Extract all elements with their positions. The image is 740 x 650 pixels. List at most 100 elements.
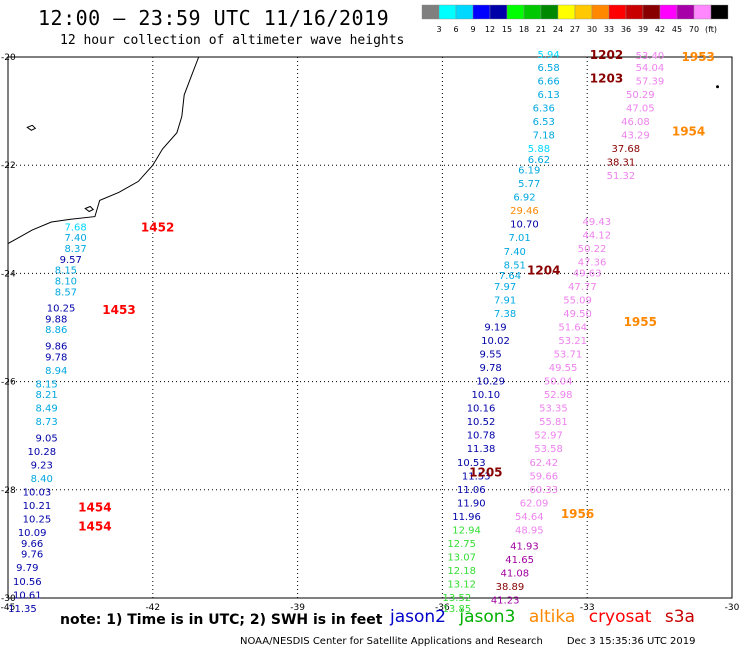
wave-height-value: 13.52 [443,593,472,604]
wave-height-value: 12.94 [452,525,481,536]
legend-cryosat: cryosat [588,607,652,627]
wave-height-value: 9.78 [45,352,67,363]
wave-height-value: 7.40 [64,233,86,244]
pass-time-label: 1955 [624,315,657,329]
wave-height-value: 9.86 [45,341,67,352]
wave-height-value: 55.09 [563,295,592,306]
wave-height-value: 49.43 [583,217,612,228]
wave-height-value: 46.08 [621,117,650,128]
wave-height-value: 9.88 [45,314,67,325]
legend-s3a: s3a [664,607,695,627]
wave-height-value: 49.50 [563,309,592,320]
wave-height-value: 7.68 [64,222,86,233]
pass-time-label: 1202 [590,48,623,62]
wave-height-value: 10.16 [467,404,496,415]
wave-height-value: 6.58 [537,63,559,74]
island [84,205,95,213]
scale-label: 33 [604,25,614,34]
wave-height-value: 8.51 [504,260,526,271]
wave-height-value: 10.10 [472,390,501,401]
wave-height-value: 53.71 [554,350,583,361]
wave-height-value: 48.95 [515,525,544,536]
wave-height-value: 53.21 [558,336,587,347]
wave-height-value: 10.70 [510,220,539,231]
wave-height-value: 6.53 [533,117,555,128]
wave-height-value: 9.66 [21,539,43,550]
lon-tick-label: -33 [580,603,595,613]
wave-height-value: 51.64 [558,323,587,334]
wave-height-value: 13.07 [447,552,476,563]
satellite-legend: jason2 jason3 altika cryosat s3a [390,607,703,627]
scale-label: 39 [638,25,648,34]
lat-tick-label: -20 [1,53,16,63]
lon-tick-label: -45 [1,603,16,613]
wave-height-value: 10.52 [467,417,496,428]
wave-height-value: 6.19 [518,166,540,177]
lat-tick-label: -28 [1,486,16,496]
island [716,85,720,89]
wave-height-value: 50.04 [544,377,573,388]
wave-height-value: 8.49 [35,404,57,415]
wave-height-value: 10.25 [23,515,52,526]
wave-height-value: 7.97 [494,282,516,293]
legend-altika: altika [528,607,576,627]
wave-height-value: 37.68 [611,144,640,155]
wave-height-value: 41.23 [491,596,520,607]
wave-height-value: 13.85 [443,604,472,615]
wave-height-value: 9.19 [484,323,506,334]
map-title: 12:00 – 23:59 UTC 11/16/2019 [38,6,390,30]
wave-height-value: 54.04 [636,63,665,74]
wave-height-value: 9.55 [480,350,502,361]
credit-org: NOAA/NESDIS Center for Satellite Applica… [240,636,543,647]
wave-height-value: 9.78 [480,363,502,374]
wave-height-value: 55.81 [539,417,568,428]
legend-jason3: jason3 [459,607,516,627]
wave-height-value: 51.32 [607,171,636,182]
pass-time-label: 1453 [102,303,135,317]
wave-height-value: 10.25 [47,304,76,315]
wave-height-value: 41.93 [510,542,539,553]
wave-height-value: 41.08 [500,569,529,580]
scale-label: 18 [519,25,529,34]
wave-height-value: 11.90 [457,498,486,509]
wave-height-value: 54.64 [515,512,544,523]
wave-height-value: 12.75 [447,539,476,550]
wave-height-value: 10.02 [481,336,510,347]
pass-time-label: 1452 [141,220,174,234]
wave-height-value: 10.03 [23,488,52,499]
pass-time-label: 1954 [672,125,705,139]
wave-height-value: 6.13 [537,90,559,101]
scale-label: 21 [536,25,546,34]
wave-height-value: 6.36 [533,103,555,114]
pass-time-label: 1956 [561,507,594,521]
wave-height-value: 9.79 [16,563,38,574]
wave-height-value: 5.88 [528,144,550,155]
wave-height-value: 38.31 [607,157,636,168]
wave-height-value: 53.40 [636,51,665,62]
wave-height-value: 50.29 [626,90,655,101]
wave-height-value: 10.53 [457,458,486,469]
scale-label: 15 [502,25,512,34]
coastline [7,56,200,245]
lat-tick-label: -22 [1,161,16,171]
wave-height-value: 5.77 [518,179,540,190]
pass-time-label: 1454 [78,501,111,515]
wave-height-value: 10.21 [23,501,52,512]
lon-tick-label: -42 [145,603,160,613]
pass-time-label: 1953 [682,50,715,64]
wave-height-value: 8.40 [31,474,53,485]
wave-height-value: 11.35 [8,604,37,615]
wave-height-value: 9.05 [35,433,57,444]
scale-label: 70 [689,25,699,34]
wave-height-value: 6.66 [537,76,559,87]
wave-height-value: 10.28 [27,447,56,458]
wave-height-value: 59.66 [529,471,558,482]
legend-jason2: jason2 [390,607,446,627]
wave-height-value: 38.89 [496,582,525,593]
pass-time-label: 1203 [590,72,623,86]
wave-height-value: 52.97 [534,431,563,442]
wave-height-value: 29.46 [510,206,539,217]
scale-label: 9 [470,25,475,34]
wave-height-value: 7.18 [533,130,555,141]
